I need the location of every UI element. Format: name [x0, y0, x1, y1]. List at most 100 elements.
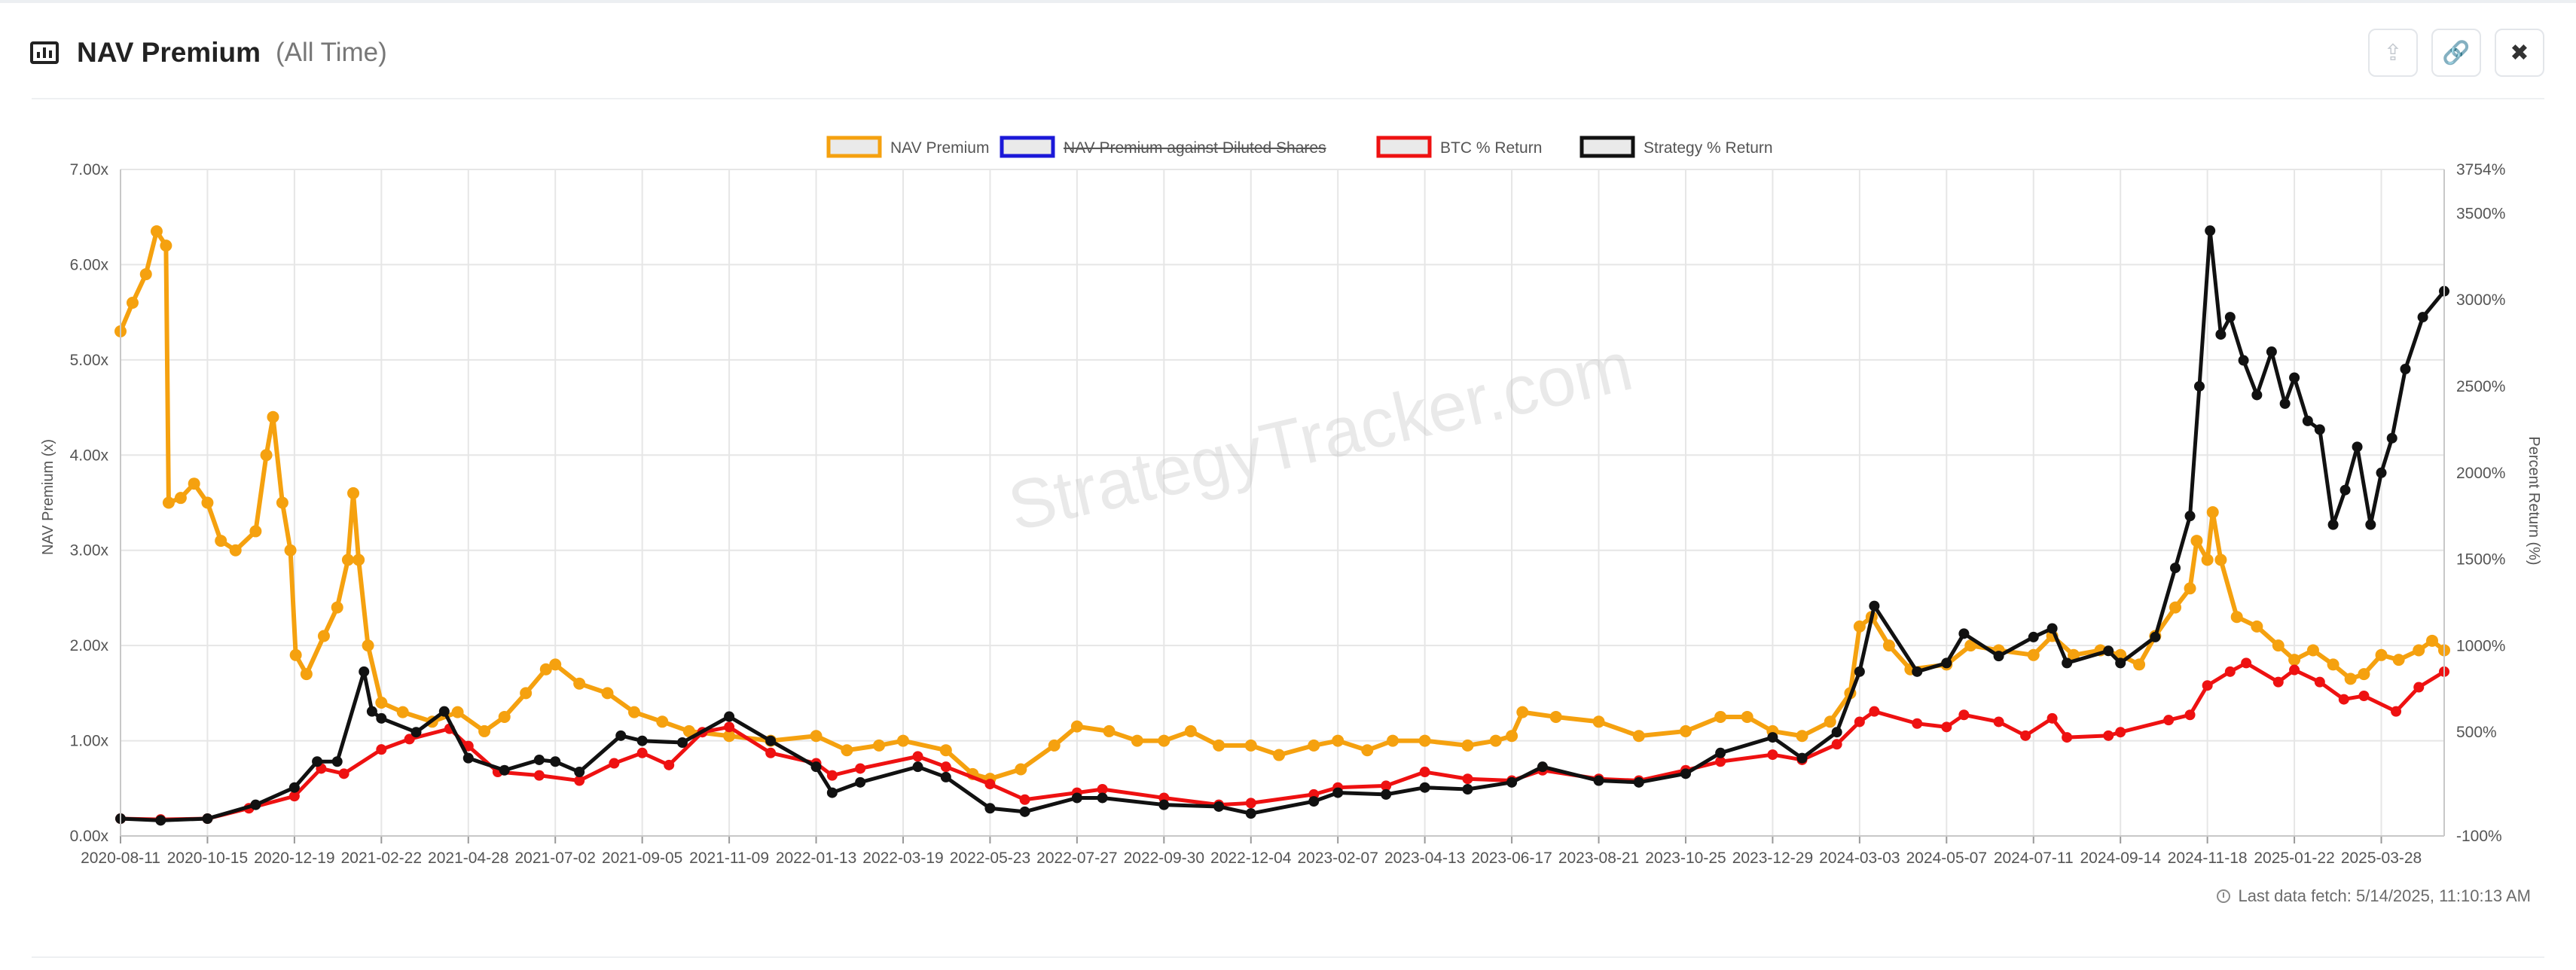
nav-premium-point — [341, 554, 354, 566]
btc-return-point — [1958, 709, 1970, 721]
nav-premium-point — [362, 639, 374, 652]
y2-tick-label: -100% — [2456, 828, 2502, 845]
nav-premium-point — [810, 730, 823, 743]
nav-premium-point — [2027, 648, 2040, 661]
nav-premium-point — [1679, 724, 1692, 737]
x-tick-label: 2023-06-17 — [1471, 850, 1552, 867]
nav-premium-point — [2327, 658, 2339, 671]
strategy-return-point — [1419, 782, 1430, 793]
strategy-return-point — [533, 754, 545, 765]
btc-return-point — [2391, 706, 2402, 717]
y2-tick-label: 1000% — [2456, 637, 2505, 654]
btc-return-point — [2202, 680, 2213, 691]
btc-return-point — [1419, 767, 1430, 778]
btc-return-point — [1097, 783, 1108, 795]
strategy-return-point — [331, 756, 343, 767]
strategy-return-point — [1993, 651, 2004, 662]
nav-premium-point — [1632, 730, 1645, 743]
strategy-return-point — [411, 727, 422, 738]
strategy-return-point — [574, 767, 585, 778]
nav-premium-point — [2169, 601, 2182, 614]
nav-premium-point — [2251, 620, 2263, 633]
strategy-return-point — [1381, 789, 1392, 800]
x-tick-label: 2024-03-03 — [1819, 850, 1900, 867]
strategy-return-point — [765, 735, 777, 746]
strategy-return-point — [2028, 631, 2039, 642]
y-tick-label: 0.00x — [70, 828, 109, 845]
nav-premium-point — [289, 648, 302, 661]
btc-return-point — [2272, 676, 2284, 688]
nav-premium-point — [1361, 744, 1374, 757]
share-button[interactable]: ⇪ — [2368, 29, 2418, 77]
btc-return-point — [2289, 664, 2300, 676]
copy-link-button[interactable]: 🔗 — [2431, 29, 2481, 77]
y-tick-label: 6.00x — [70, 256, 109, 273]
btc-return-point — [1767, 749, 1778, 761]
nav-premium-point — [628, 706, 641, 718]
top-border — [0, 0, 2576, 3]
nav-premium-point — [1184, 724, 1197, 737]
x-tick-label: 2020-08-11 — [81, 850, 160, 867]
btc-return-line — [120, 660, 2446, 822]
x-tick-label: 2023-02-07 — [1297, 850, 1378, 867]
header-divider — [32, 98, 2544, 99]
series-layer — [114, 225, 2450, 826]
strategy-return-point — [615, 730, 627, 741]
x-tick-label: 2020-10-15 — [167, 850, 248, 867]
nav-premium-point — [1048, 739, 1061, 752]
strategy-return-point — [1158, 799, 1170, 810]
btc-return-point — [1831, 739, 1842, 750]
nav-premium-point — [2201, 554, 2214, 566]
strategy-return-point — [2376, 467, 2387, 478]
nav-premium-point — [2306, 644, 2319, 657]
strategy-return-point — [2046, 623, 2058, 634]
x-tick-label: 2021-04-28 — [428, 850, 508, 867]
strategy-return-point — [984, 803, 996, 814]
nav-premium-point — [1516, 706, 1529, 718]
x-tick-label: 2020-12-19 — [254, 850, 334, 867]
nav-premium-point — [2190, 535, 2203, 548]
y2-tick-label: 3500% — [2456, 205, 2505, 222]
nav-premium-point — [317, 630, 330, 642]
nav-premium-point — [1332, 734, 1344, 747]
y-tick-label: 3.00x — [70, 542, 109, 560]
nav-premium-point — [1015, 763, 1027, 776]
nav-premium-point — [1244, 739, 1257, 752]
strategy-return-point — [2400, 363, 2411, 374]
legend-swatch-nav-premium — [826, 136, 882, 158]
strategy-return-point — [376, 712, 387, 724]
panel-header: NAV Premium (All Time) — [30, 30, 387, 75]
nav-premium-point — [539, 663, 552, 676]
x-tick-label: 2021-11-09 — [689, 850, 769, 867]
strategy-return-point — [1245, 808, 1256, 819]
nav-premium-point — [260, 449, 273, 462]
nav-premium-point — [1964, 639, 1977, 652]
nav-premium-point — [2344, 673, 2357, 685]
strategy-return-line — [120, 228, 2446, 822]
btc-return-point — [855, 763, 866, 774]
nav-premium-point — [656, 715, 669, 728]
y2-tick-label: 2500% — [2456, 378, 2505, 395]
strategy-return-point — [724, 711, 735, 722]
legend-label-btc-return: BTC % Return — [1440, 139, 1542, 157]
strategy-return-point — [636, 735, 648, 746]
btc-return-point — [826, 770, 838, 781]
strategy-return-point — [288, 782, 300, 793]
nav-premium-point — [1824, 715, 1836, 728]
last-fetch: Last data fetch: 5/14/2025, 11:10:13 AM — [2217, 886, 2531, 906]
x-tick-label: 2024-11-18 — [2168, 850, 2248, 867]
axes: 0.00x 1.00x 2.00x 3.00x 4.00x 5.00x 6.00x 7.00x… — [70, 161, 2506, 867]
close-button[interactable]: ✖ — [2495, 29, 2544, 77]
x-tick-label: 2022-09-30 — [1124, 850, 1204, 867]
btc-return-point — [2413, 682, 2425, 693]
btc-return-point — [376, 744, 387, 755]
strategy-return-point — [1593, 775, 1604, 786]
nav-premium-point — [347, 487, 360, 499]
strategy-return-point — [550, 756, 561, 767]
nav-premium-point — [2214, 554, 2227, 566]
btc-return-point — [404, 734, 415, 745]
x-tick-label: 2023-12-29 — [1732, 850, 1813, 867]
strategy-return-point — [202, 813, 213, 825]
nav-premium-point — [549, 658, 562, 671]
btc-return-point — [609, 758, 620, 769]
